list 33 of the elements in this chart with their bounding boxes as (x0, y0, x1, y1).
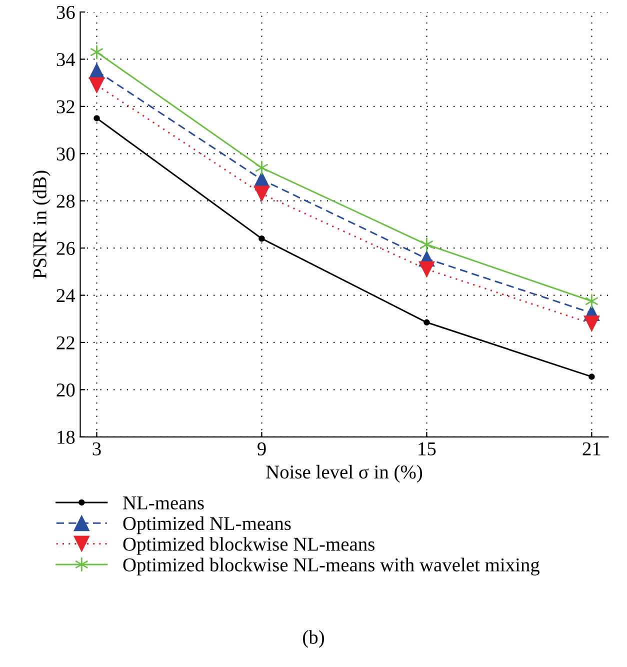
y-tick-label: 34 (56, 53, 76, 66)
x-tick-label: 21 (582, 442, 600, 456)
point (588, 374, 595, 380)
legend-label: NL-means (123, 496, 204, 510)
x-axis-title: Noise level σ in (%) (266, 464, 422, 483)
point (254, 186, 270, 202)
legend-label: Optimized blockwise NL-means (123, 537, 374, 555)
point (94, 115, 100, 122)
y-tick-label: 30 (56, 147, 75, 161)
point (420, 236, 434, 252)
point (418, 261, 435, 278)
point (424, 319, 430, 326)
point (90, 44, 104, 60)
point (258, 235, 265, 242)
x-tick-label: 3 (92, 442, 101, 456)
x-tick-label: 9 (258, 442, 266, 456)
x-tick-label: 15 (418, 442, 436, 456)
point (255, 160, 268, 176)
y-axis-title: PSNR in (dB) (32, 170, 50, 278)
y-tick-label: 22 (56, 336, 74, 350)
y-tick-label: 26 (56, 242, 75, 255)
point (88, 77, 105, 94)
y-tick-label: 28 (56, 194, 75, 208)
y-tick-label: 32 (56, 100, 74, 114)
point (584, 294, 598, 309)
y-tick-label: 20 (56, 383, 75, 397)
y-tick-label: 24 (56, 289, 76, 302)
legend-label: Optimized blockwise NL-means with wavelet mixing (123, 558, 540, 576)
legend-label: Optimized NL-means (123, 516, 291, 534)
point (584, 316, 600, 332)
y-tick-label: 36 (56, 6, 75, 19)
y-tick-label: 18 (58, 430, 75, 444)
text: (b) (303, 630, 324, 648)
